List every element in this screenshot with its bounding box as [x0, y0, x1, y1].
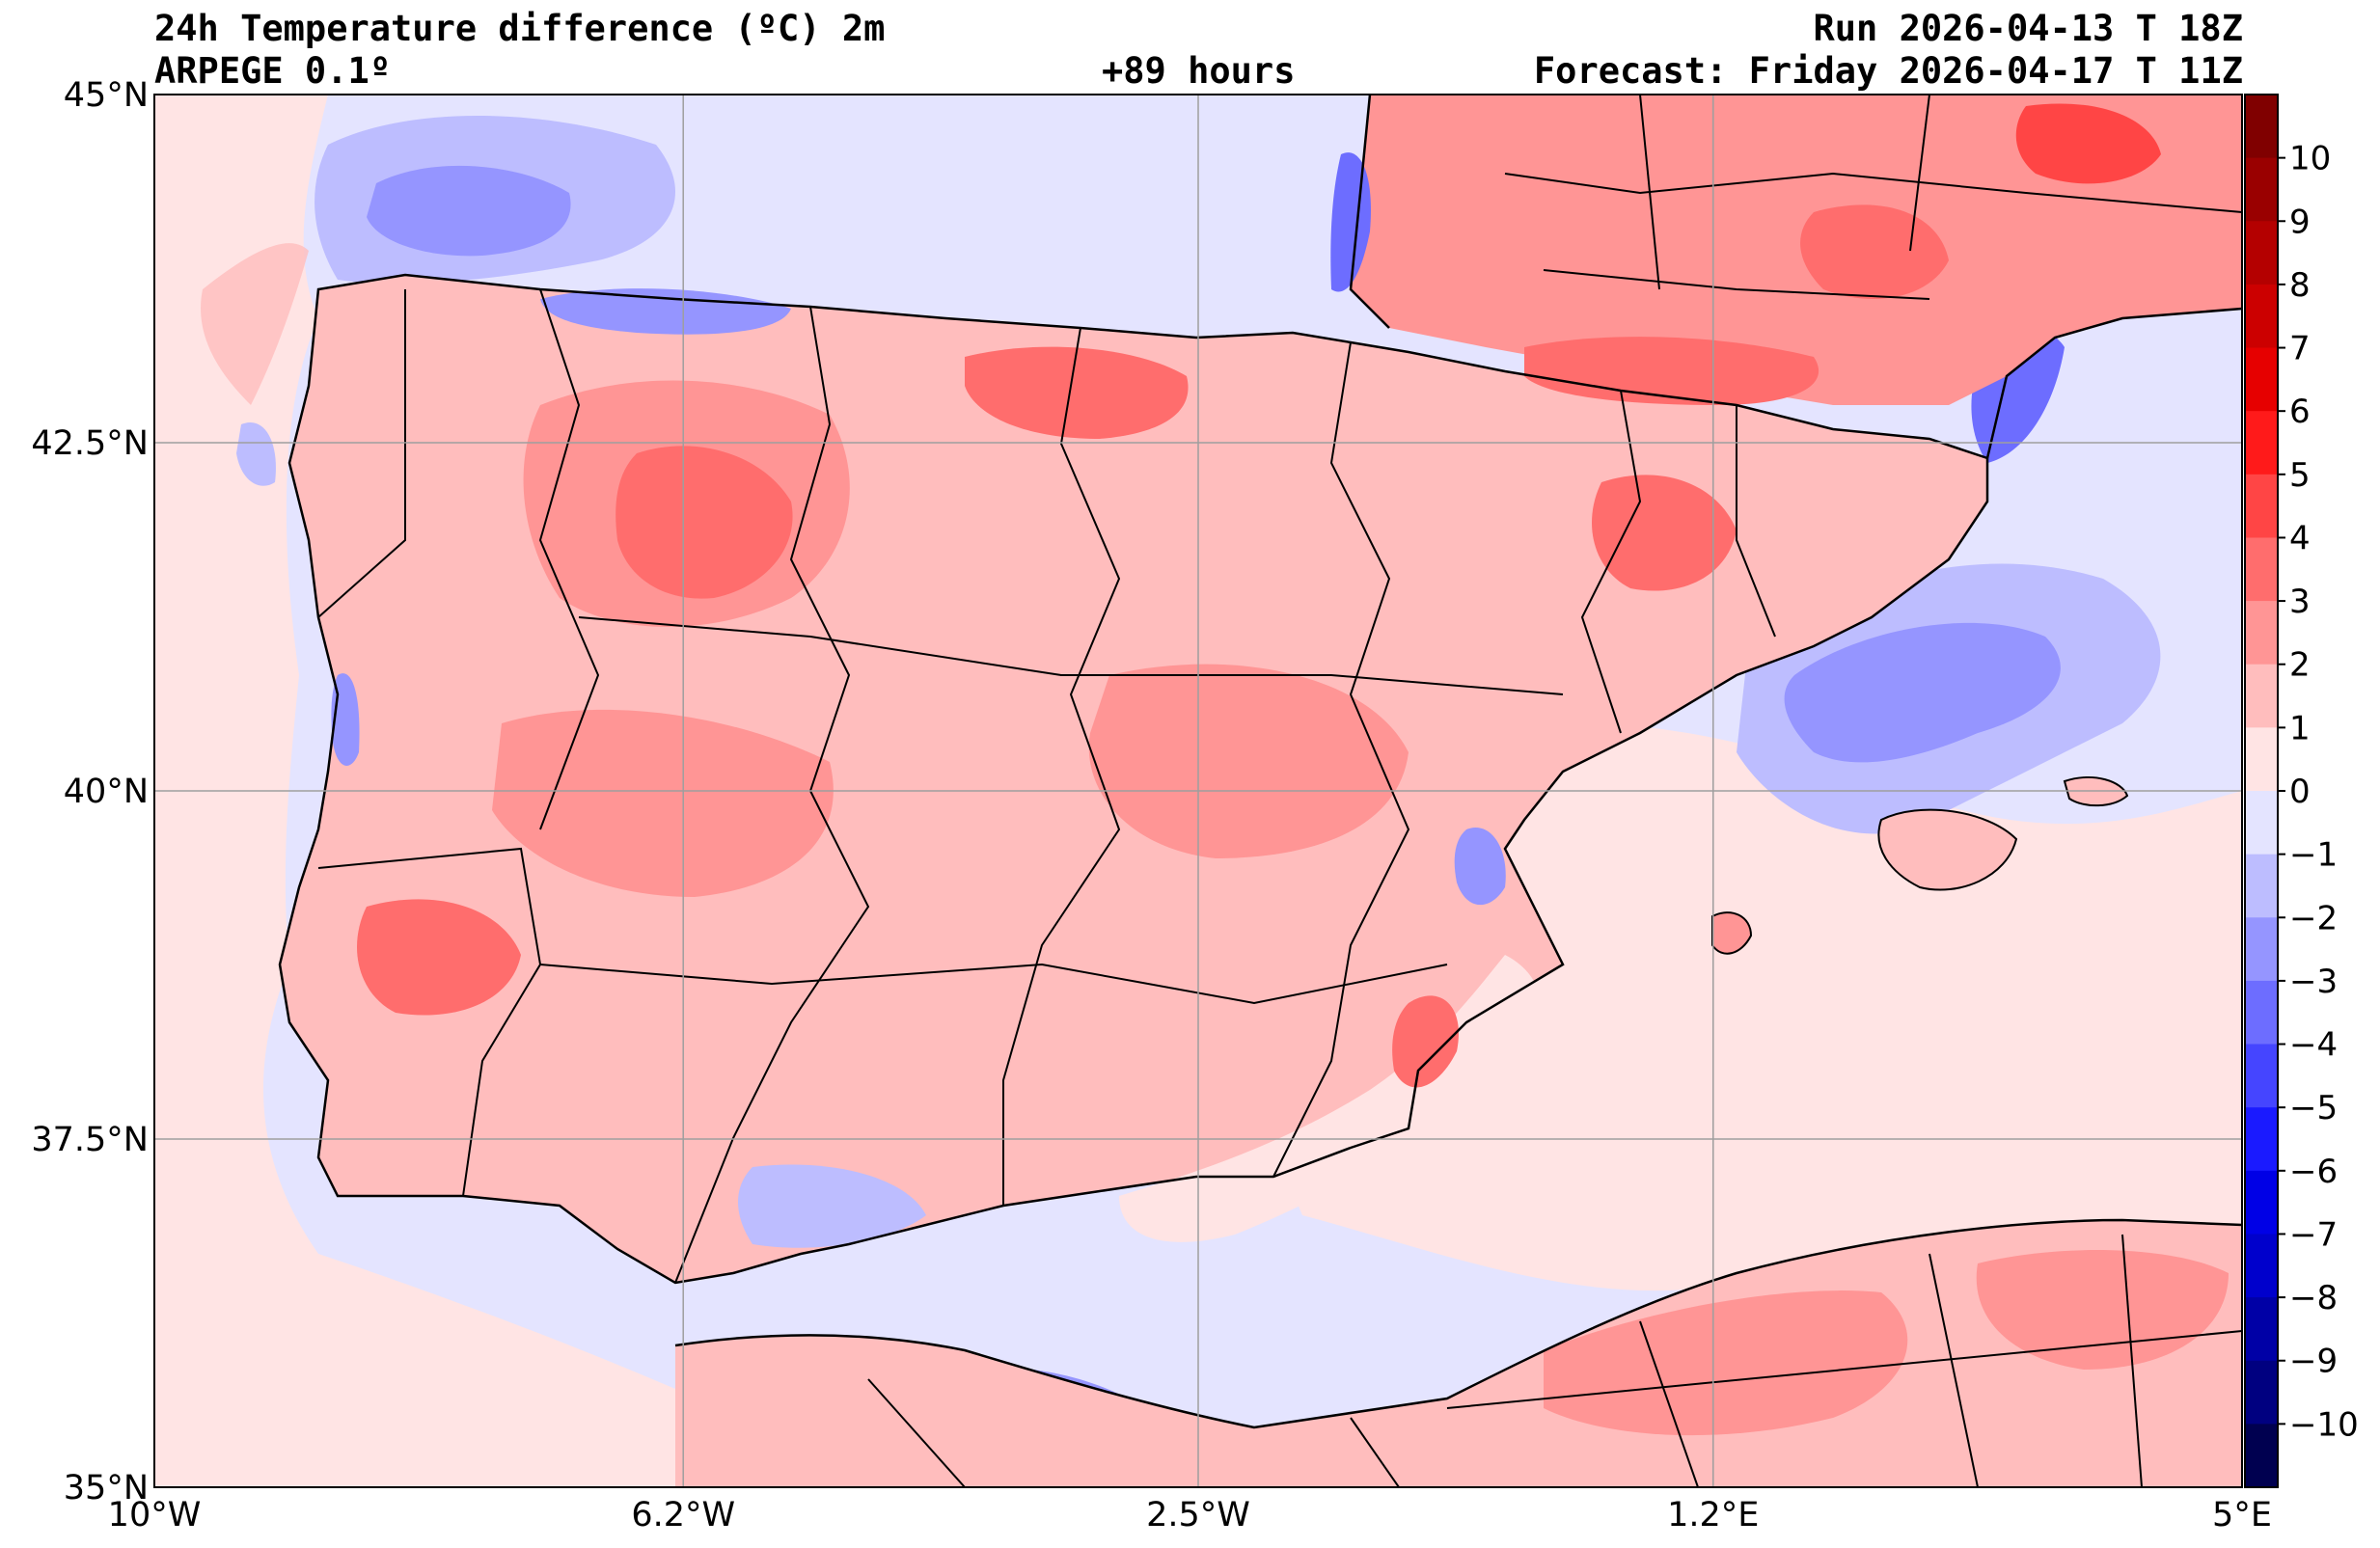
lead-time: +89 hours: [1102, 50, 1296, 92]
colorbar-label: −4: [2289, 1026, 2338, 1065]
colorbar-label: −5: [2289, 1089, 2338, 1127]
chart-title: 24h Temperature difference (ºC) 2m: [154, 8, 886, 49]
longitude-axis: 10°W 6.2°W 2.5°W 1.2°E 5°E: [108, 1496, 2272, 1534]
model-name: ARPEGE 0.1º: [154, 50, 392, 92]
colorbar-segment: [2245, 917, 2278, 982]
colorbar-segment: [2245, 474, 2278, 538]
balearic-sea-cold-core: [1784, 622, 2061, 763]
warm-anomaly-center: [1088, 664, 1409, 858]
coastline-lines: [278, 95, 2242, 1429]
colorbar-segment: [2245, 347, 2278, 412]
map-gridlines: [154, 95, 2242, 1487]
colorbar-segment: [2245, 791, 2278, 855]
region-borders: [317, 95, 2242, 1487]
colorbar-segment: [2245, 411, 2278, 475]
sea-warm-area: [1291, 723, 2242, 1291]
warm-anomaly-core: [616, 446, 793, 599]
warm-anomaly-extremadura: [492, 709, 834, 897]
warm-anomaly-africa: [1544, 1290, 1908, 1436]
colorbar-segment: [2245, 664, 2278, 728]
longitude-tick-label: 5°E: [2212, 1496, 2272, 1534]
longitude-tick-label: 10°W: [108, 1496, 202, 1534]
colorbar-segment: [2245, 95, 2278, 159]
colorbar-segment: [2245, 1234, 2278, 1298]
colorbar-segment: [2245, 1170, 2278, 1235]
ibiza-island: [1711, 911, 1753, 955]
colorbar-label: 10: [2289, 140, 2331, 178]
latitude-tick-label: 40°N: [64, 773, 149, 811]
warm-anomaly-france-ne: [2015, 103, 2161, 184]
run-time: Run 2026-04-13 T 18Z: [1813, 8, 2243, 49]
latitude-axis: 45°N 42.5°N 40°N 37.5°N 35°N: [31, 76, 149, 1507]
colorbar-label: −6: [2289, 1153, 2338, 1191]
strait-cold: [738, 1164, 926, 1248]
warm-anomaly-africa-east: [1976, 1250, 2229, 1370]
france-land: [1351, 95, 2242, 405]
colorbar-segment: [2245, 284, 2278, 349]
coastal-pink-strip: [1119, 955, 1542, 1242]
warm-anomaly-north: [965, 346, 1189, 439]
longitude-tick-label: 2.5°W: [1146, 1496, 1250, 1534]
colorbar-label: 5: [2289, 456, 2311, 495]
colorbar-segment: [2245, 727, 2278, 792]
valencia-coast-cold: [1454, 828, 1506, 906]
warm-anomaly-murcia: [1392, 995, 1459, 1088]
colorbar-segment: [2245, 601, 2278, 665]
colorbar-label: −2: [2289, 899, 2338, 937]
colorbar-label: 7: [2289, 330, 2311, 368]
colorbar-segment: [2245, 1297, 2278, 1362]
colorbar-label: 6: [2289, 393, 2311, 431]
north-africa-land: [675, 1220, 2242, 1487]
colorbar-segment: [2245, 1424, 2278, 1488]
latitude-tick-label: 42.5°N: [31, 424, 149, 463]
bay-of-biscay-cold-core: [367, 165, 571, 257]
colorbar-label: −10: [2289, 1405, 2359, 1444]
warm-anomaly-france-north: [1800, 204, 1949, 299]
colorbar-segment: [2245, 537, 2278, 602]
colorbar-label: 2: [2289, 646, 2311, 685]
colorbar-label: −1: [2289, 836, 2338, 875]
colorbar-label: 0: [2289, 773, 2311, 811]
atlantic-west-cold: [236, 422, 276, 486]
sea-pink-bay: [201, 243, 309, 405]
longitude-tick-label: 1.2°E: [1667, 1496, 1759, 1534]
colorbar-label: −3: [2289, 963, 2338, 1001]
latitude-tick-label: 37.5°N: [31, 1121, 149, 1159]
forecast-time: Forecast: Friday 2026-04-17 T 11Z: [1533, 50, 2243, 92]
colorbar-label: −7: [2289, 1215, 2338, 1254]
colorbar-label: 1: [2289, 709, 2311, 747]
warm-anomaly-ebro: [1592, 475, 1737, 591]
colorbar-segment: [2245, 1044, 2278, 1108]
cantabrian-coast-cold: [540, 288, 791, 335]
colorbar-segment: [2245, 854, 2278, 918]
latitude-tick-label: 45°N: [64, 76, 149, 115]
colorbar-segment: [2245, 980, 2278, 1046]
latitude-tick-label: 35°N: [64, 1469, 149, 1507]
colorbar-label: −8: [2289, 1279, 2338, 1317]
colorbar-label: 3: [2289, 583, 2311, 621]
colorbar-label: 9: [2289, 203, 2311, 241]
colorbar-label: 8: [2289, 266, 2311, 305]
colorbar-segment: [2245, 1360, 2278, 1425]
map-frame: [153, 94, 2243, 1488]
colorbar-segment: [2245, 221, 2278, 285]
mallorca-island: [1877, 808, 2018, 891]
warm-anomaly-southwest: [357, 899, 521, 1016]
colorbar-label: −9: [2289, 1343, 2338, 1381]
colorbar-segment: [2245, 157, 2278, 222]
longitude-tick-label: 6.2°W: [631, 1496, 735, 1534]
colorbar-segment: [2245, 1107, 2278, 1172]
colorbar-label: 4: [2289, 519, 2311, 557]
